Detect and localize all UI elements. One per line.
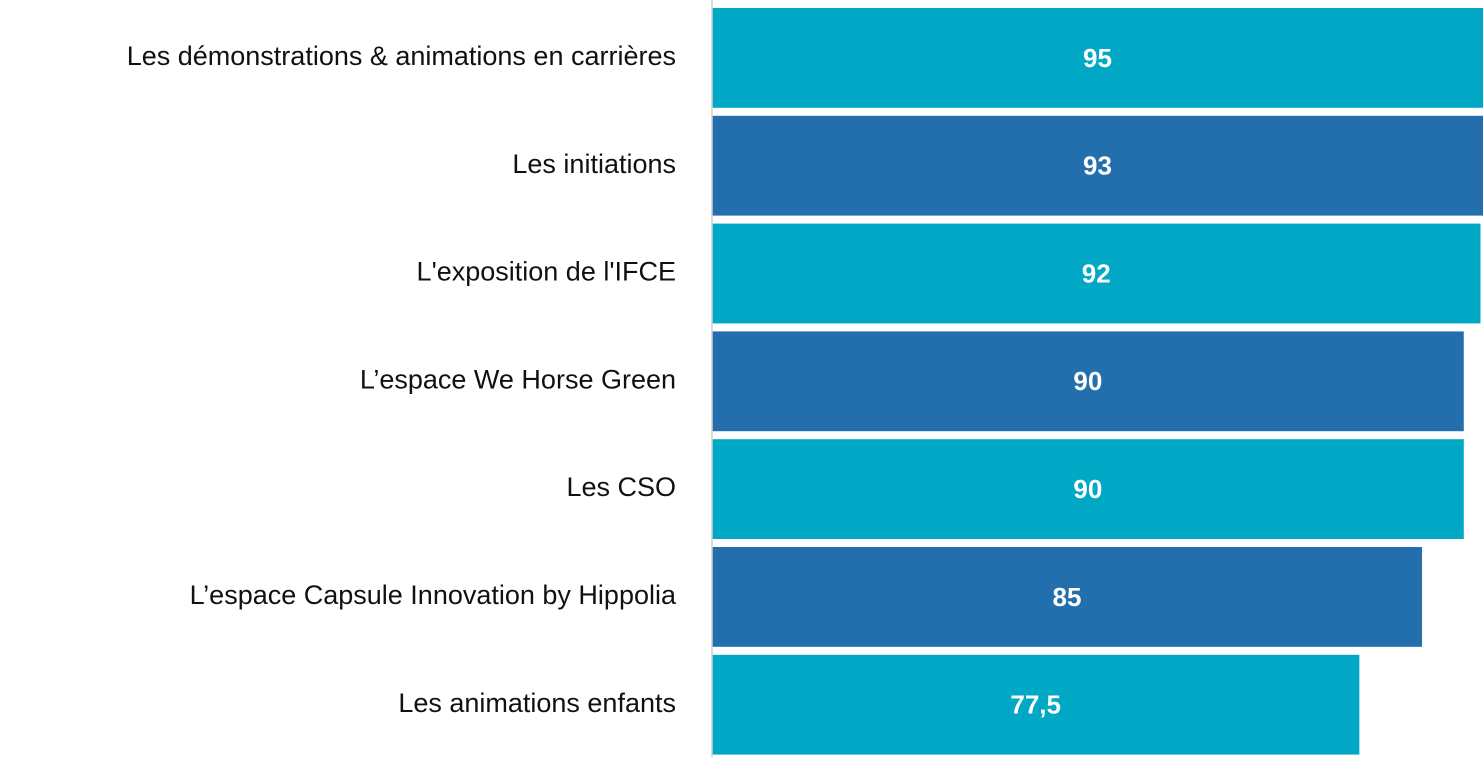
category-label: L’espace Capsule Innovation by Hippolia bbox=[190, 580, 677, 610]
category-label: L'exposition de l'IFCE bbox=[417, 257, 676, 287]
value-label: 95 bbox=[1083, 43, 1112, 73]
value-label: 90 bbox=[1073, 474, 1102, 504]
bar bbox=[712, 331, 1464, 432]
bar bbox=[712, 547, 1423, 647]
value-label: 85 bbox=[1053, 582, 1082, 612]
bar bbox=[712, 654, 1360, 755]
value-label: 77,5 bbox=[1010, 690, 1061, 720]
category-label: L’espace We Horse Green bbox=[360, 364, 676, 394]
value-label: 90 bbox=[1073, 366, 1102, 396]
plot-area bbox=[712, 8, 1483, 755]
category-label: Les CSO bbox=[566, 472, 676, 502]
category-label: Les animations enfants bbox=[398, 688, 676, 718]
value-label: 92 bbox=[1082, 258, 1111, 288]
bar bbox=[712, 223, 1481, 324]
bar bbox=[712, 439, 1464, 539]
category-label: Les démonstrations & animations en carri… bbox=[127, 41, 676, 71]
value-label: 93 bbox=[1083, 151, 1112, 181]
bar bbox=[712, 115, 1483, 216]
bar bbox=[712, 8, 1483, 108]
category-label: Les initiations bbox=[512, 149, 676, 179]
